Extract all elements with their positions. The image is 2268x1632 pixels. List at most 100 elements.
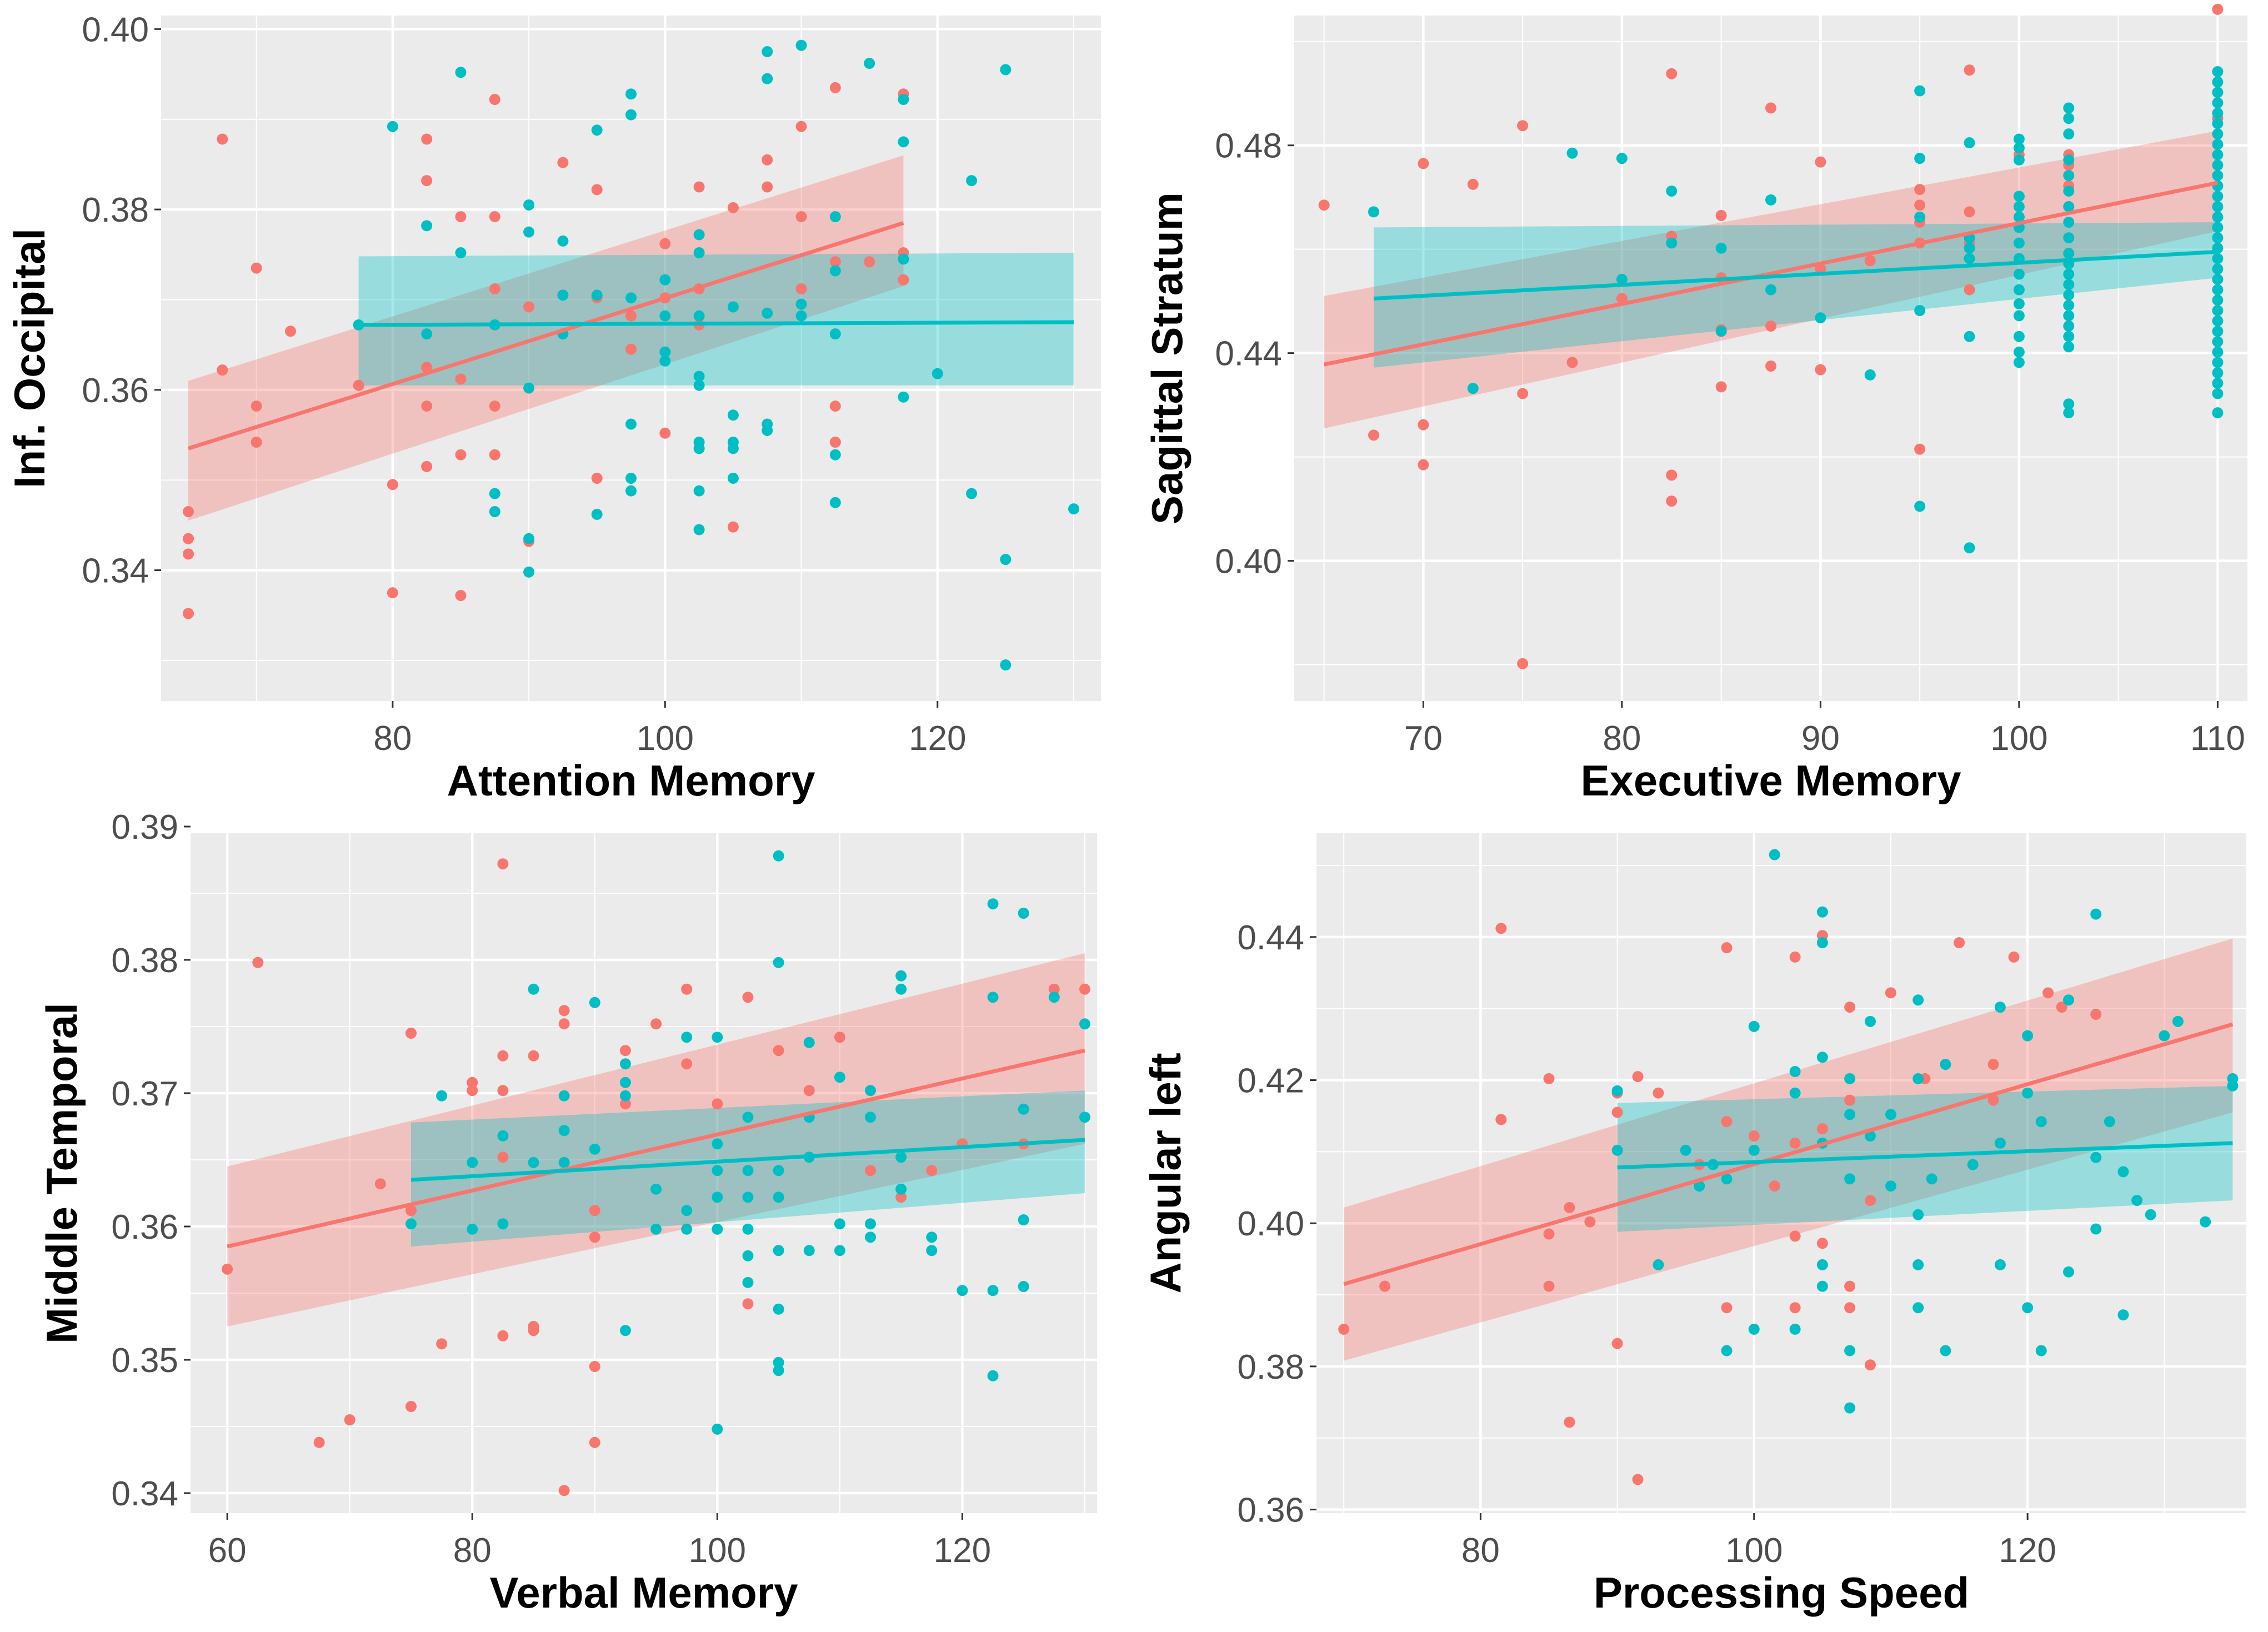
data-point-group_b — [2212, 87, 2224, 98]
data-point-group_a — [1418, 158, 1429, 169]
data-point-group_b — [795, 39, 807, 51]
data-point-group_b — [773, 1192, 784, 1203]
data-point-group_a — [421, 401, 433, 412]
data-point-group_a — [284, 326, 296, 337]
data-point-group_b — [898, 136, 909, 148]
data-point-group_b — [2063, 232, 2075, 244]
data-point-group_b — [2063, 321, 2075, 332]
data-point-group_a — [421, 133, 433, 145]
data-point-group_a — [865, 1165, 876, 1177]
chart-panel-1: 0.34 0.36 0.38 0.40 80 100 120 Attention Memory… — [5, 11, 1101, 805]
x-axis-title: Attention Memory — [447, 756, 815, 805]
data-point-group_b — [2131, 1194, 2143, 1206]
data-point-group_a — [2042, 987, 2054, 999]
data-point-group_b — [523, 226, 535, 238]
data-point-group_a — [659, 238, 671, 249]
data-point-group_a — [589, 1231, 600, 1243]
data-point-group_a — [1715, 381, 1727, 393]
data-point-group_b — [1018, 908, 1029, 919]
data-point-group_a — [1748, 1130, 1760, 1142]
data-point-group_b — [895, 1152, 907, 1163]
data-point-group_b — [2212, 367, 2224, 379]
data-point-group_b — [1912, 1302, 1924, 1314]
data-point-group_a — [455, 373, 467, 385]
data-point-group_b — [1368, 206, 1379, 218]
data-point-group_b — [2212, 201, 2224, 213]
data-point-group_a — [589, 1436, 600, 1448]
data-point-group_b — [2212, 304, 2224, 316]
data-point-group_b — [1048, 992, 1060, 1003]
data-point-group_a — [829, 256, 841, 268]
data-point-group_b — [467, 1223, 478, 1235]
data-point-group_b — [2117, 1309, 2129, 1321]
data-point-group_a — [762, 181, 773, 193]
data-point-group_a — [1789, 951, 1801, 963]
data-point-group_b — [742, 1165, 754, 1177]
data-point-group_a — [455, 211, 467, 223]
data-point-group_a — [467, 1085, 478, 1097]
x-tick-label: 80 — [1603, 719, 1641, 758]
data-point-group_a — [2090, 1008, 2102, 1020]
data-point-group_b — [1789, 1087, 1801, 1099]
data-point-group_b — [712, 1138, 723, 1150]
data-point-group_a — [1079, 983, 1090, 995]
data-point-group_a — [1721, 1116, 1733, 1128]
data-point-group_a — [1566, 357, 1578, 368]
data-point-group_a — [489, 449, 500, 460]
data-point-group_b — [1844, 1073, 1856, 1084]
data-point-group_b — [1914, 304, 1926, 316]
data-point-group_a — [353, 379, 364, 391]
data-point-group_b — [773, 850, 784, 862]
data-point-group_b — [742, 1276, 754, 1288]
data-point-group_a — [589, 1361, 600, 1372]
data-point-group_b — [1666, 237, 1678, 249]
data-point-group_a — [489, 94, 500, 106]
regression-line-group_b — [1373, 249, 2218, 301]
data-point-group_a — [681, 1058, 693, 1070]
y-tick-label: 0.34 — [111, 1475, 178, 1513]
data-point-group_b — [2013, 133, 2025, 145]
data-point-group_b — [2013, 211, 2025, 223]
data-point-group_a — [1865, 1194, 1876, 1206]
data-point-group_a — [183, 533, 194, 544]
data-point-group_b — [558, 1125, 570, 1137]
data-point-group_b — [987, 1370, 999, 1381]
data-point-group_b — [932, 368, 943, 379]
confidence-band-group_a — [227, 953, 1085, 1326]
data-point-group_b — [2212, 211, 2224, 223]
data-point-group_a — [1721, 1302, 1733, 1314]
data-point-group_b — [2013, 331, 2025, 342]
data-point-group_a — [795, 211, 807, 223]
data-point-group_b — [693, 229, 705, 241]
data-point-group_a — [829, 82, 841, 93]
data-point-group_b — [2212, 97, 2224, 109]
data-point-group_a — [795, 121, 807, 132]
data-point-group_b — [2063, 154, 2075, 166]
data-point-group_b — [619, 1325, 631, 1336]
data-point-group_b — [2013, 237, 2025, 249]
data-point-group_b — [489, 506, 500, 518]
data-point-group_a — [803, 1085, 815, 1097]
data-point-group_a — [251, 262, 262, 274]
data-point-group_b — [1885, 1180, 1896, 1192]
confidence-band-group_a — [1344, 938, 2233, 1361]
data-point-group_b — [455, 247, 467, 259]
data-point-group_b — [2090, 908, 2102, 920]
data-point-group_a — [1816, 1123, 1828, 1135]
data-point-group_b — [2022, 1302, 2034, 1314]
data-point-group_a — [251, 437, 262, 448]
chart-panel-2: 0.40 0.44 0.48 70 80 90 100 110 Executive Memory… — [1143, 3, 2247, 805]
data-point-group_b — [489, 488, 500, 499]
data-point-group_b — [1940, 1059, 1951, 1070]
data-point-group_a — [222, 1263, 233, 1275]
data-point-group_b — [1864, 369, 1876, 381]
panel-background — [191, 833, 1097, 1513]
data-point-group_b — [1844, 1402, 1856, 1414]
data-point-group_a — [1715, 209, 1727, 221]
data-point-group_b — [2212, 315, 2224, 327]
y-axis-title: Angular left — [1141, 1053, 1190, 1293]
data-point-group_b — [2212, 284, 2224, 296]
data-point-group_b — [829, 328, 841, 340]
regression-line-group_a — [1323, 181, 2219, 367]
